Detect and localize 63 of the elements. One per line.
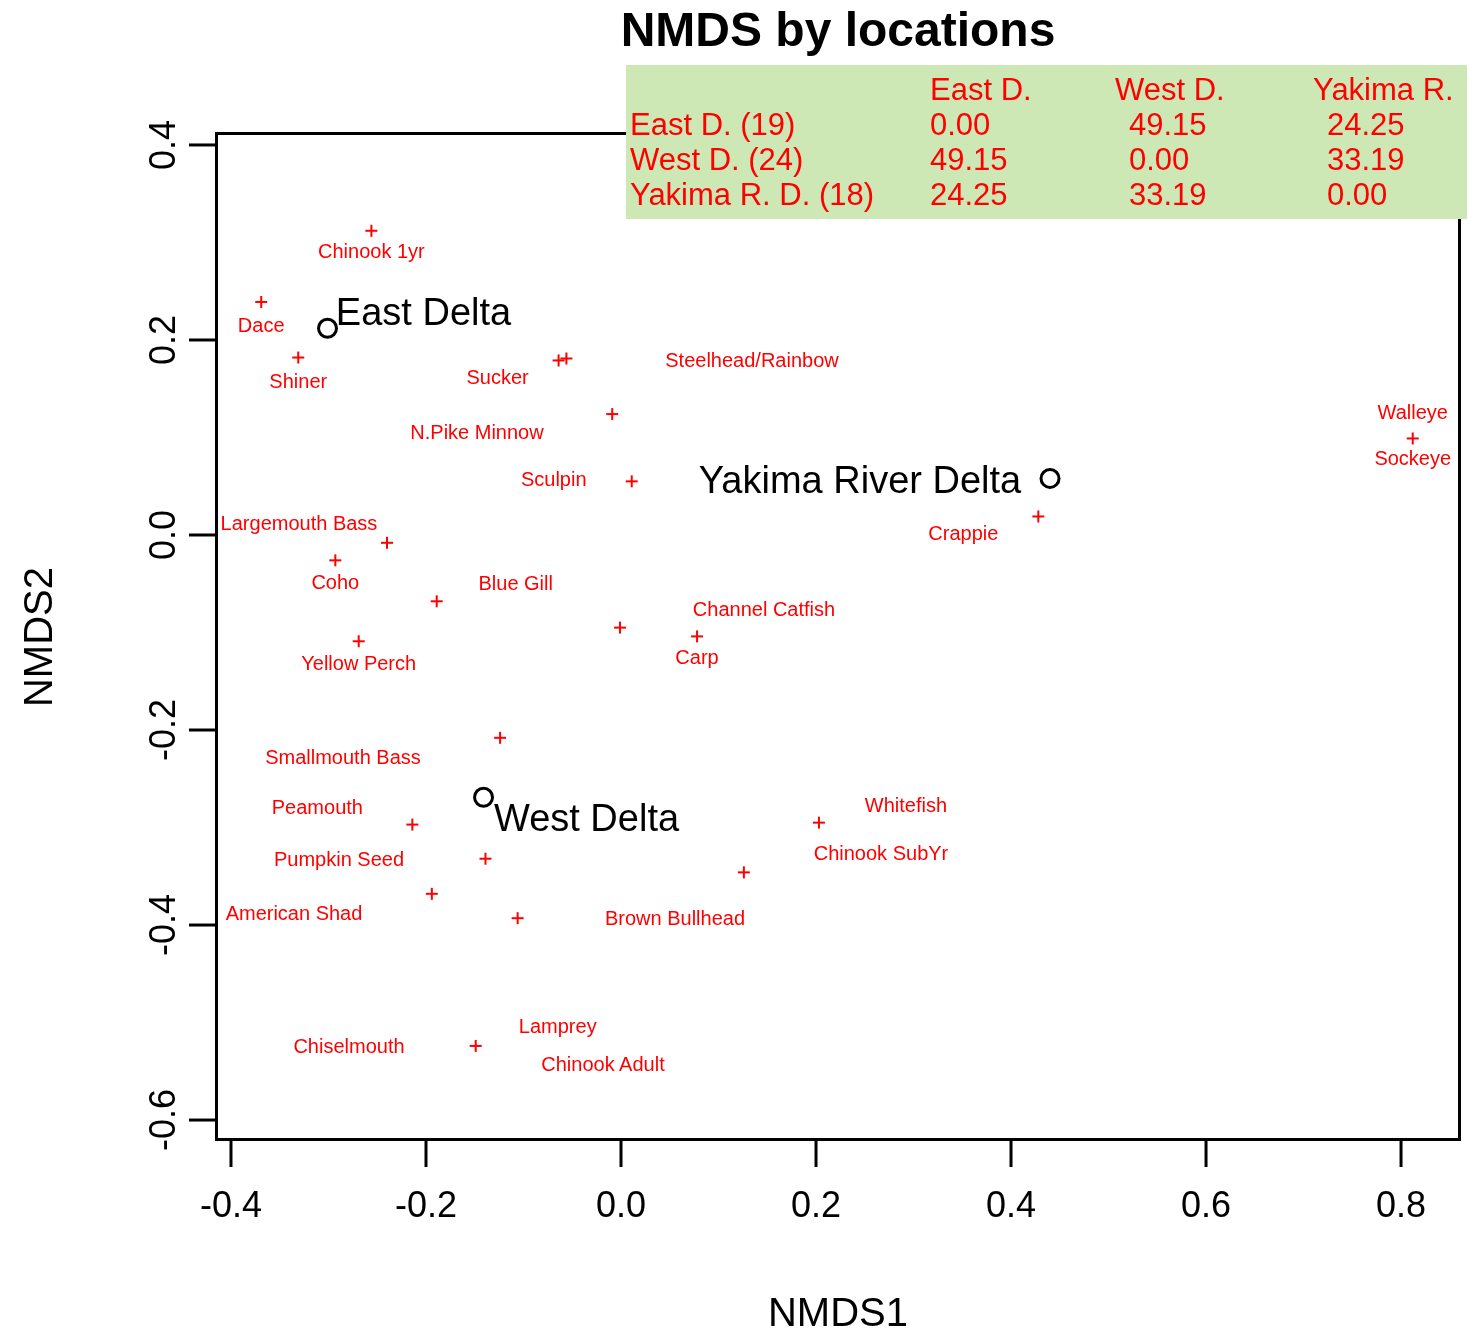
annotation: Carp (675, 645, 719, 669)
annotation: Dace (237, 313, 285, 337)
point (1039, 467, 1061, 489)
x-tick-label: East D. (929, 72, 1033, 107)
annotation: Yakima River Delta (698, 458, 1022, 502)
x-tick-label: West D. (1114, 72, 1226, 107)
annotation: East Delta (335, 290, 512, 334)
chart-title: NMDS by locations (619, 2, 1057, 57)
annotation: Whitefish (864, 793, 948, 817)
y-tick-label: 0.0 (142, 509, 183, 561)
annotation: Pumpkin Seed (273, 847, 405, 871)
annotation: West Delta (493, 796, 680, 840)
annotation: N.Pike Minnow (410, 420, 544, 444)
annotation: Peamouth (271, 795, 363, 819)
data-label: 49.15 (929, 142, 1009, 177)
annotation: Blue Gill (478, 571, 553, 595)
y-tick-label: 0.4 (142, 119, 183, 170)
x-tick-label: 0.4 (986, 1184, 1037, 1225)
annotation: Sucker (466, 365, 529, 389)
annotation: Largemouth Bass (220, 511, 378, 535)
annotation: American Shad (225, 901, 363, 925)
data-label: 0.00 (929, 107, 992, 142)
point (317, 317, 339, 339)
x-tick-label: -0.2 (394, 1184, 458, 1225)
annotation: Lamprey (518, 1014, 597, 1038)
annotation: Crappie (928, 521, 999, 545)
annotation: Chinook Adult (541, 1052, 665, 1076)
data-label: 24.25 (1326, 107, 1406, 142)
annotation: Coho (311, 570, 360, 594)
annotation: Smallmouth Bass (265, 745, 421, 769)
y-tick-label: -0.2 (142, 698, 183, 762)
y-tick-label: West D. (24) (629, 142, 805, 177)
y-axis-title: NMDS2 (15, 566, 61, 707)
x-tick-label: 0.6 (1181, 1184, 1232, 1225)
y-tick-label: 0.2 (142, 314, 183, 366)
x-tick-label: 0.2 (790, 1184, 842, 1225)
annotation: Chinook 1yr (318, 239, 425, 263)
y-tick-label: East D. (19) (629, 107, 797, 142)
data-label: 24.25 (929, 177, 1009, 212)
annotation: Channel Catfish (692, 597, 836, 621)
data-label: 0.00 (1326, 177, 1389, 212)
x-axis-title: NMDS1 (767, 1290, 909, 1335)
y-tick-label: -0.4 (142, 894, 183, 957)
annotation: Walleye (1377, 400, 1448, 424)
annotation: Sculpin (520, 467, 587, 491)
annotation: Brown Bullhead (604, 906, 746, 930)
annotation: Steelhead/Rainbow (665, 348, 839, 372)
point (473, 786, 495, 808)
annotation: Shiner (269, 369, 328, 393)
data-label: 0.00 (1128, 142, 1191, 177)
y-tick-label: Yakima R. D. (18) (629, 177, 876, 212)
data-label: 49.15 (1128, 107, 1208, 142)
data-label: 33.19 (1128, 177, 1208, 212)
annotation: Yellow Perch (301, 651, 417, 675)
data-label: 33.19 (1326, 142, 1406, 177)
x-tick-label: 0.0 (595, 1184, 647, 1225)
annotation: Chiselmouth (293, 1034, 405, 1058)
x-tick-label: -0.4 (199, 1184, 263, 1225)
annotation: Chinook SubYr (813, 841, 949, 865)
annotation: Sockeye (1374, 446, 1452, 470)
x-tick-label: 0.8 (1376, 1184, 1427, 1225)
x-tick-label: Yakima R. (1312, 72, 1455, 107)
y-tick-label: -0.6 (142, 1089, 183, 1152)
